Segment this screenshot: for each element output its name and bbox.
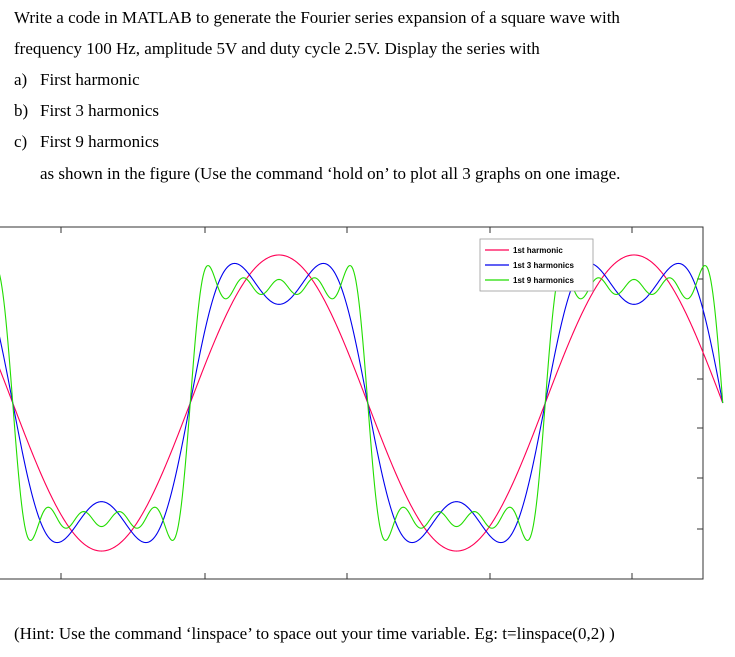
instruction-text: as shown in the figure (Use the command … bbox=[40, 164, 621, 183]
plot-canvas: 1st harmonic 1st 3 harmonics 1st 9 harmoni… bbox=[0, 226, 724, 580]
list-item-letter: c) bbox=[14, 132, 28, 151]
legend: 1st harmonic 1st 3 harmonics 1st 9 harmoni… bbox=[479, 238, 594, 292]
list-item-text: First 3 harmonics bbox=[40, 101, 159, 120]
list-item-letter: b) bbox=[14, 101, 29, 120]
question-line-1: Write a code in MATLAB to generate the F… bbox=[14, 8, 620, 27]
axes-frame bbox=[0, 226, 704, 580]
legend-label: 1st 9 harmonics bbox=[513, 276, 574, 285]
series-line-1 bbox=[0, 254, 724, 552]
axes-box bbox=[0, 226, 704, 580]
list-item-letter: a) bbox=[14, 70, 28, 89]
legend-label: 1st harmonic bbox=[513, 246, 563, 255]
figure-plot: 1st harmonic 1st 3 harmonics 1st 9 harmoni… bbox=[0, 213, 735, 583]
list-item-a: a) First harmonic bbox=[14, 70, 140, 90]
list-item-text: First harmonic bbox=[40, 70, 140, 89]
series-line-3 bbox=[0, 264, 724, 542]
list-item-b: b) First 3 harmonics bbox=[14, 101, 159, 121]
question-line-2: frequency 100 Hz, amplitude 5V and duty … bbox=[14, 39, 540, 58]
legend-label: 1st 3 harmonics bbox=[513, 261, 574, 270]
hint-text: (Hint: Use the command ‘linspace’ to spa… bbox=[14, 624, 615, 643]
list-item-text: First 9 harmonics bbox=[40, 132, 159, 151]
list-item-c: c) First 9 harmonics bbox=[14, 132, 159, 152]
